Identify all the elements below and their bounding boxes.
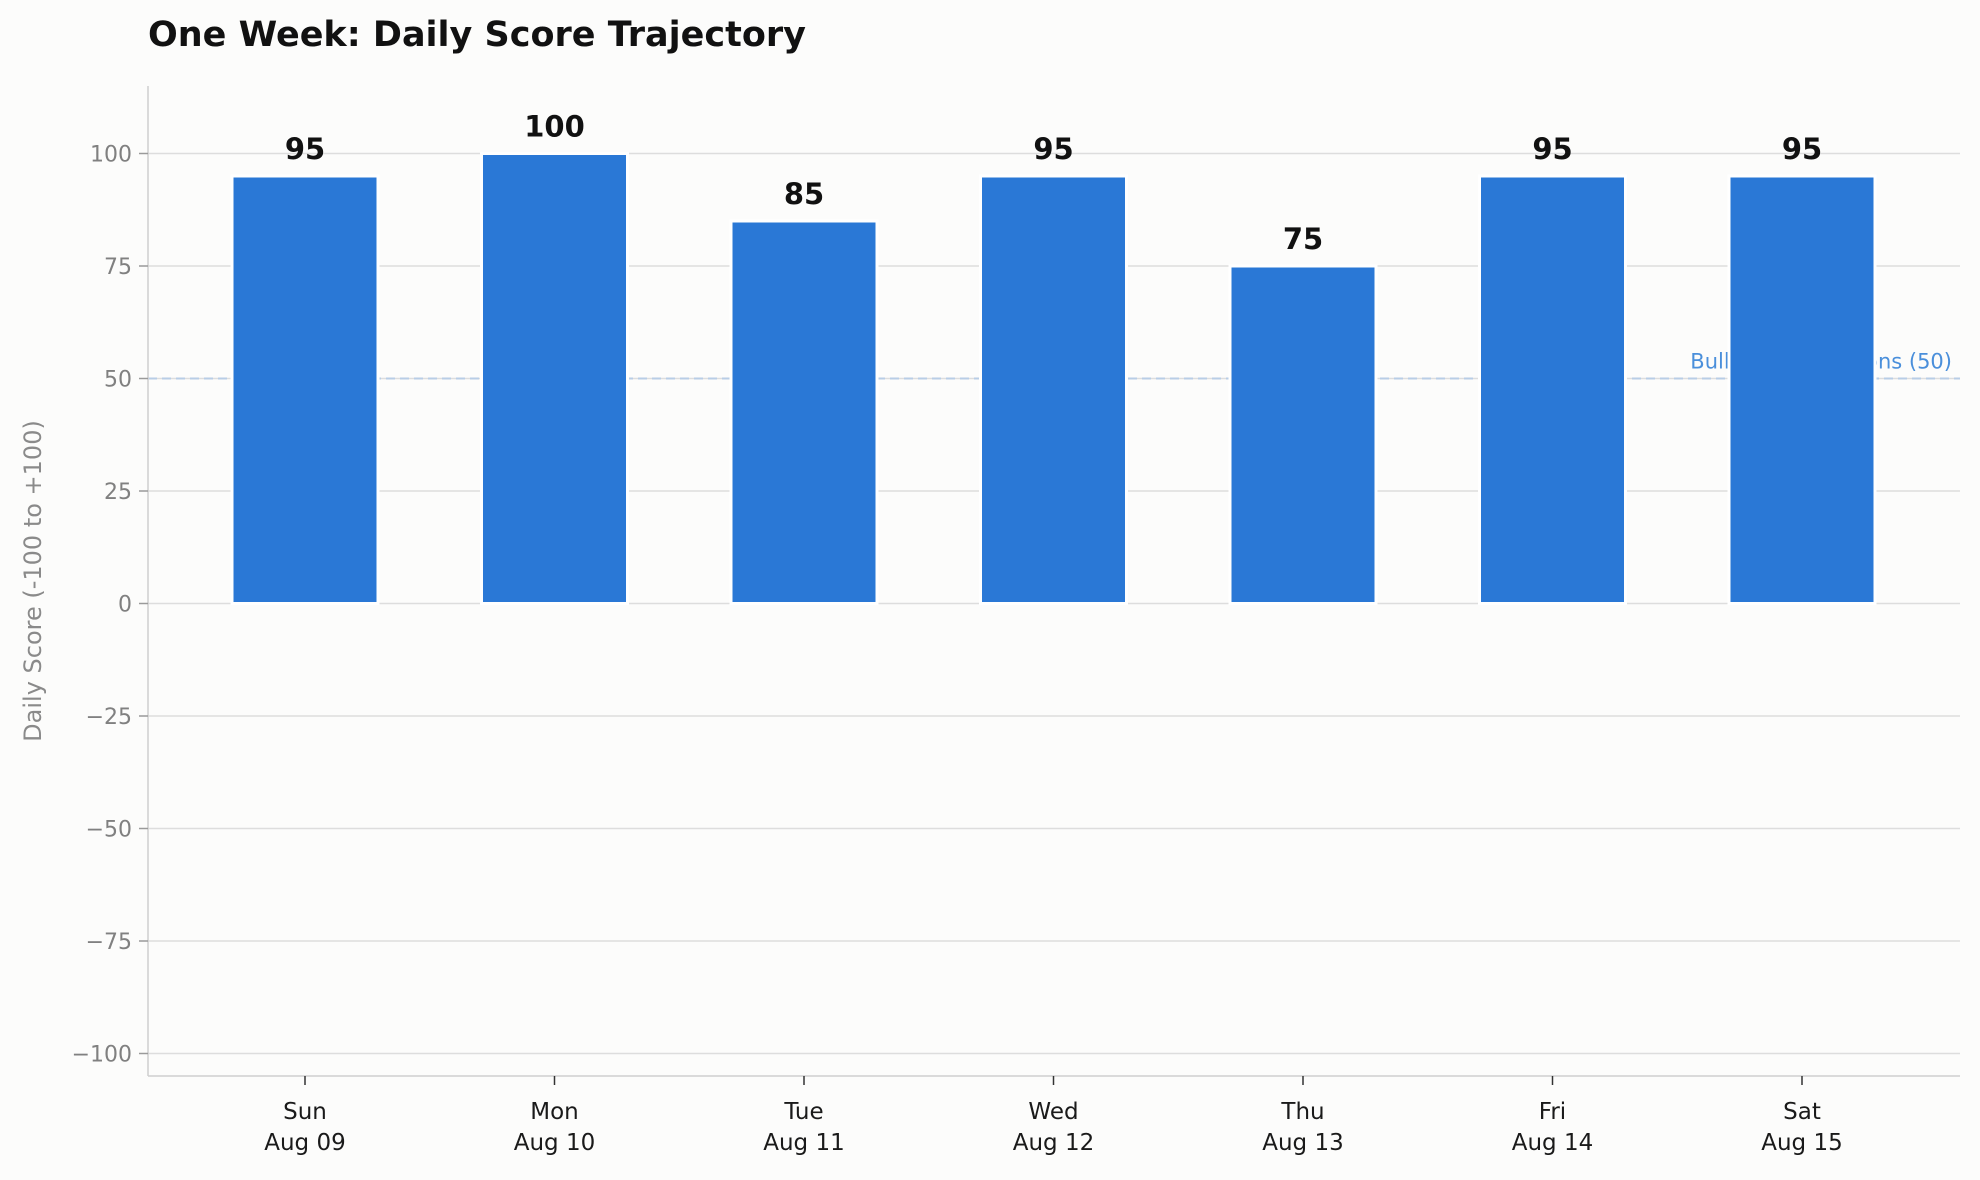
bar	[230, 174, 380, 605]
y-axis-ticks: −100 −75 −50 −25 0 25 50 75 100	[72, 143, 148, 1068]
bars	[230, 152, 1877, 605]
x-tick-day: Wed	[1028, 1099, 1078, 1125]
x-tick-date: Aug 10	[514, 1130, 596, 1156]
y-tick-label: −100	[72, 1043, 132, 1068]
data-labels: 95 100 85 95 75 95 95	[285, 110, 1822, 257]
bar	[979, 174, 1128, 605]
y-tick-label: 100	[90, 143, 132, 168]
y-tick-label: −50	[86, 818, 132, 843]
bar-value-label: 95	[285, 132, 325, 166]
x-tick-day: Sat	[1783, 1099, 1821, 1125]
x-axis-ticks: Sun Aug 09 Mon Aug 10 Tue Aug 11 Wed Aug 12 Thu A…	[264, 1076, 1843, 1156]
y-tick-label: −75	[86, 930, 132, 955]
x-tick-day: Tue	[783, 1099, 823, 1125]
y-tick-label: −25	[86, 705, 132, 730]
x-tick-date: Aug 13	[1262, 1130, 1344, 1156]
y-tick-label: 50	[104, 368, 132, 393]
bar-value-label: 75	[1283, 222, 1323, 256]
bar	[1727, 174, 1877, 605]
x-tick-date: Aug 14	[1512, 1130, 1594, 1156]
bar	[1228, 264, 1378, 605]
x-tick-date: Aug 12	[1013, 1130, 1095, 1156]
x-tick-day: Mon	[530, 1099, 579, 1125]
bar-value-label: 100	[524, 110, 585, 144]
bar-value-label: 95	[1782, 132, 1822, 166]
x-tick-day: Fri	[1539, 1099, 1566, 1125]
x-tick-day: Sun	[283, 1099, 327, 1125]
y-tick-label: 75	[104, 255, 132, 280]
bar	[729, 219, 879, 605]
bar-value-label: 95	[1033, 132, 1073, 166]
bar-value-label: 85	[784, 177, 824, 211]
y-tick-label: 0	[118, 593, 132, 618]
bar-value-label: 95	[1532, 132, 1572, 166]
chart-title: One Week: Daily Score Trajectory	[148, 15, 806, 55]
x-tick-date: Aug 15	[1761, 1130, 1843, 1156]
y-tick-label: 25	[104, 480, 132, 505]
bar	[1478, 174, 1627, 605]
x-tick-date: Aug 09	[264, 1130, 346, 1156]
y-axis-label: Daily Score (-100 to +100)	[19, 420, 47, 742]
x-tick-day: Thu	[1280, 1099, 1324, 1125]
x-tick-date: Aug 11	[763, 1130, 845, 1156]
bar	[480, 152, 629, 605]
